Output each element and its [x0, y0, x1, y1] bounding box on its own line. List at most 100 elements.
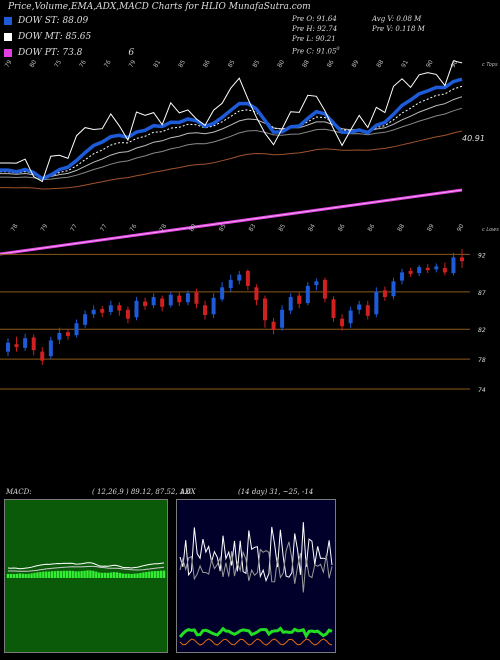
mid-tick-label: 85: [277, 223, 287, 233]
legend-label-mt: DOW MT: 85.65: [18, 32, 92, 42]
lows-label: c Lows: [482, 227, 499, 233]
macd-line: [7, 562, 165, 570]
candle-body: [220, 287, 225, 300]
mid-tick-label: 84: [307, 223, 317, 233]
macd-histogram-bar: [133, 573, 136, 578]
candle-body: [408, 270, 413, 274]
legend-item-st: DOW ST: 88.09: [4, 14, 134, 28]
candle-body: [374, 291, 379, 315]
top-tick-label: 89: [351, 59, 361, 69]
candle-body: [237, 274, 242, 281]
candle-body: [322, 279, 327, 299]
top-tick-label: 79: [128, 59, 138, 69]
mid-tick-label: 78: [10, 223, 20, 233]
mid-tick-label: 77: [69, 223, 79, 233]
macd-histogram-bar: [153, 571, 157, 578]
macd-histogram-bar: [56, 570, 60, 578]
macd-histogram-bar: [18, 573, 21, 578]
candle-body: [23, 338, 28, 348]
ohlc-close: Pre C: 91.05: [292, 47, 337, 56]
macd-signal-line: [8, 565, 165, 572]
top-tick-label: 85: [227, 59, 237, 69]
macd-border: [4, 499, 168, 653]
ema-short-line: [0, 77, 463, 181]
legend-label-pt: DOW PT: 73.8: [18, 48, 83, 58]
macd-histogram-bar: [92, 570, 95, 578]
macd-histogram-bar: [130, 573, 133, 578]
top-tick-label: 81: [152, 59, 162, 69]
macd-histogram-bar: [30, 573, 33, 578]
candle-body: [245, 270, 250, 286]
macd-histogram-bar: [65, 570, 69, 578]
candle-body: [194, 292, 199, 304]
macd-histogram-bar: [77, 571, 80, 578]
mid-tick-label: 76: [129, 223, 139, 233]
macd-panel: [4, 499, 168, 653]
mid-tick-label: 86: [366, 223, 376, 233]
top-tick-label: 85: [251, 59, 261, 69]
top-tick-label: 86: [326, 59, 336, 69]
candle-body: [40, 351, 45, 361]
macd-histogram-bar: [80, 571, 83, 578]
candle-body: [65, 332, 70, 336]
ema-mid2-line: [0, 107, 463, 181]
macd-histogram-bar: [9, 573, 13, 578]
candle-body: [228, 279, 233, 289]
legend-extra: 6: [128, 48, 135, 58]
macd-histogram-bar: [42, 571, 45, 578]
macd-histogram-bar: [24, 573, 27, 578]
price-level-label: 87: [478, 290, 486, 297]
top-tick-label: 80: [276, 59, 286, 69]
candle-body: [271, 321, 276, 330]
adx-line: [178, 626, 333, 640]
mid-tick-label: 83: [248, 223, 258, 233]
ohlc-open: Pre O: 91.64: [292, 15, 337, 23]
candle-body: [117, 305, 122, 311]
top-tick-label: 76: [103, 59, 113, 69]
candle-body: [108, 305, 113, 313]
macd-histogram-bar: [15, 573, 19, 578]
candle-body: [262, 298, 267, 321]
macd-histogram-bar: [21, 573, 24, 578]
candle-body: [160, 298, 165, 307]
price-level-label: 78: [478, 357, 486, 364]
macd-histogram-bar: [71, 570, 74, 578]
ohlc-low: Pre L: 90.21: [292, 35, 336, 43]
price-line: [0, 60, 463, 183]
candle-body: [203, 305, 208, 316]
candle-body: [331, 299, 336, 318]
adx-title: ADX: [180, 488, 196, 496]
macd-histogram-bar: [53, 571, 57, 578]
candle-body: [143, 301, 148, 307]
macd-histogram-bar: [39, 572, 42, 578]
macd-histogram-bar: [115, 572, 119, 578]
macd-histogram-bar: [112, 572, 116, 578]
candle-body: [297, 295, 302, 304]
candle-body: [48, 340, 53, 357]
adx-orange-line: [179, 638, 333, 646]
candle-body: [134, 300, 139, 318]
top-tick-label: 86: [202, 59, 212, 69]
macd-histogram-bar: [12, 573, 16, 578]
mid-tick-label: 78: [158, 223, 168, 233]
macd-histogram-bar: [151, 571, 154, 578]
adx-values: (14 day) 31, ~25, -14: [238, 488, 314, 496]
ema-mid1-line: [0, 96, 463, 178]
candle-body: [31, 337, 36, 351]
candle-body: [382, 290, 387, 298]
ohlc-pre-volume: Pre V: 0.118 M: [372, 25, 425, 33]
candle-body: [280, 309, 285, 328]
macd-histogram-bar: [162, 570, 166, 578]
pt-line-highlight: [0, 189, 463, 255]
macd-histogram-bar: [106, 572, 110, 578]
candle-body: [357, 304, 362, 310]
macd-histogram-bar: [27, 573, 30, 578]
top-tick-label: 91: [400, 59, 410, 69]
ohlc-close-row: Pre C: 91.050: [292, 44, 340, 56]
candle-body: [168, 294, 173, 306]
macd-histogram-bar: [83, 570, 86, 578]
macd-histogram-bar: [59, 570, 63, 578]
candle-body: [100, 309, 105, 313]
candle-body: [125, 309, 130, 319]
candle-body: [425, 267, 430, 271]
